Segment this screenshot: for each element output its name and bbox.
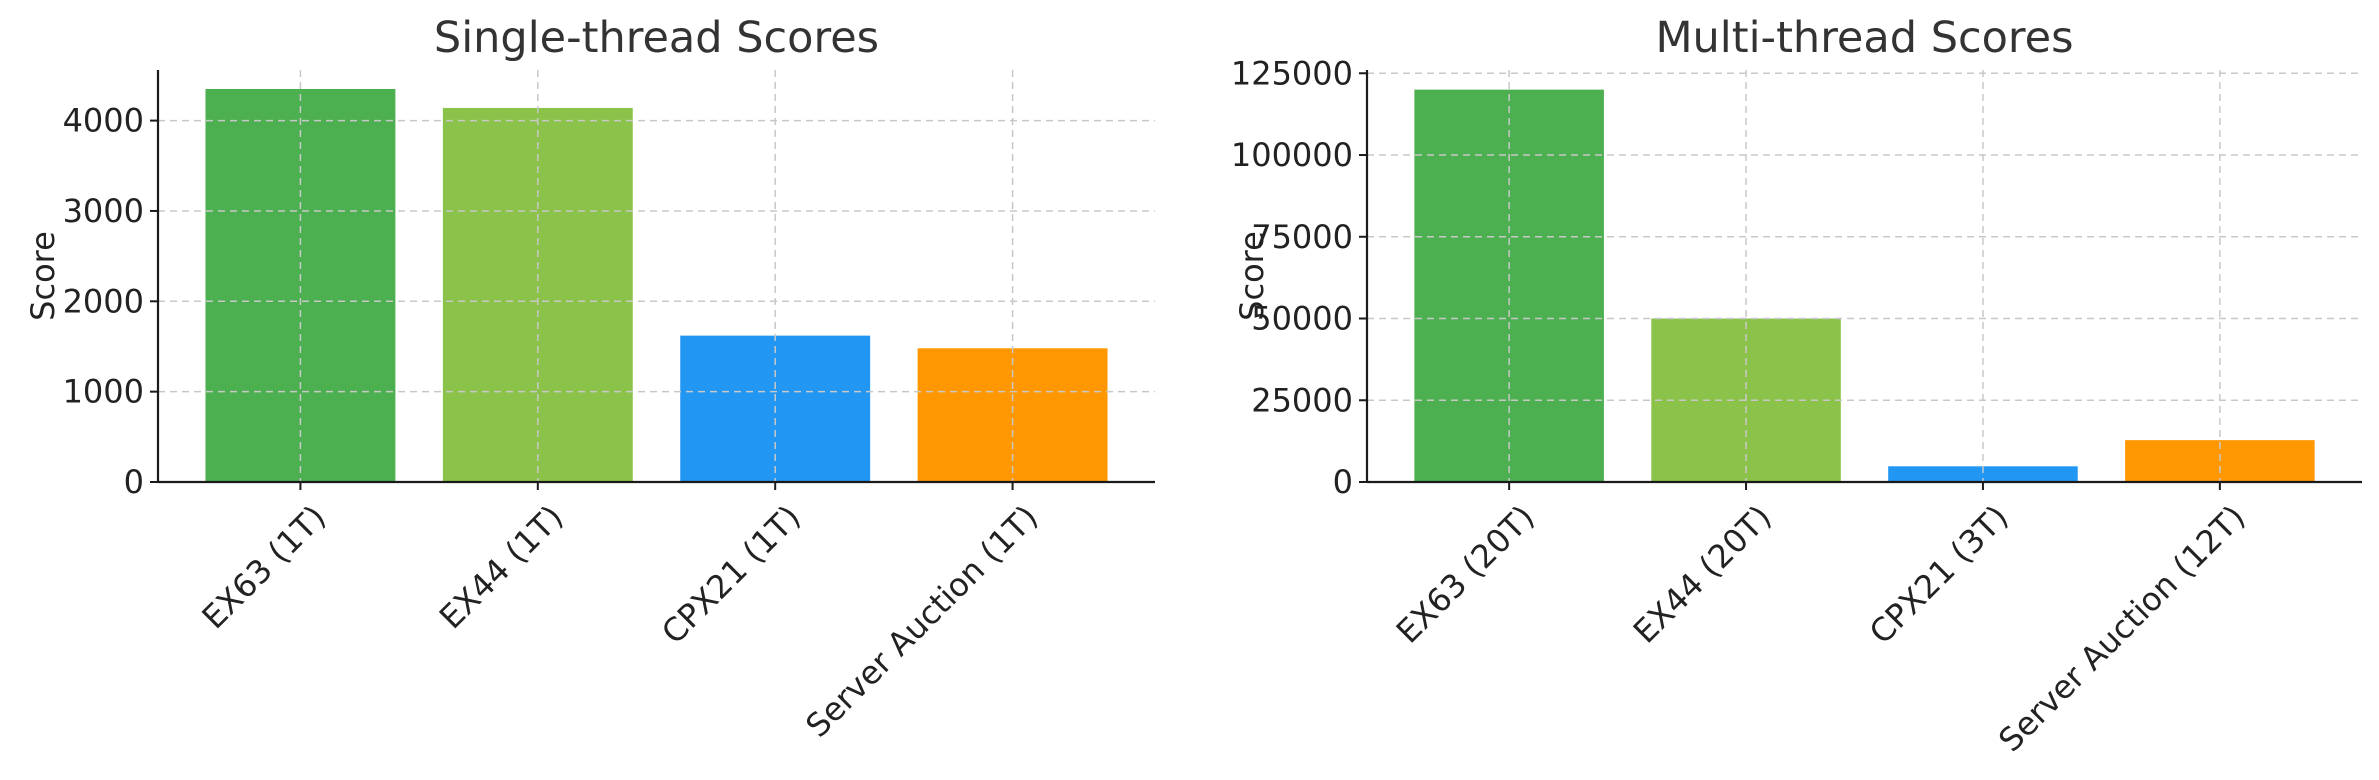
- y-tick-label: 3000: [63, 192, 144, 230]
- x-tick-label: Server Auction (1T): [798, 498, 1045, 745]
- x-tick-label: CPX21 (3T): [1862, 498, 2016, 652]
- y-tick-label: 0: [124, 463, 144, 501]
- grid: [1367, 70, 2362, 483]
- y-tick-label: 2000: [63, 282, 144, 320]
- y-tick-label: 4000: [63, 102, 144, 140]
- multi-thread-chart: Multi-thread Scores Score 0 25000 50000 750…: [1231, 13, 2362, 759]
- single-thread-chart: Single-thread Scores Score 0 1000 2000 3000…: [24, 13, 1155, 745]
- y-tick-label: 50000: [1251, 300, 1353, 338]
- bars: [205, 88, 1108, 483]
- bars: [1414, 89, 2315, 482]
- bar: [442, 107, 633, 483]
- x-tick-label: Server Auction (12T): [1991, 498, 2252, 759]
- bar: [917, 348, 1108, 482]
- x-tick-label: EX44 (1T): [432, 498, 571, 637]
- y-tick-label: 75000: [1251, 218, 1353, 256]
- y-tick-label: 25000: [1251, 381, 1353, 419]
- chart-title: Multi-thread Scores: [1655, 13, 2073, 63]
- x-tick-label: EX63 (1T): [195, 498, 334, 637]
- chart-title: Single-thread Scores: [434, 13, 879, 63]
- y-tick-label: 125000: [1231, 54, 1353, 92]
- y-tick-label: 0: [1333, 463, 1353, 501]
- x-tick-label: CPX21 (1T): [654, 498, 808, 652]
- x-tick-label: EX63 (20T): [1389, 498, 1542, 651]
- bar: [1888, 466, 2078, 482]
- y-axis-label: Score: [24, 231, 62, 321]
- x-tick-label: EX44 (20T): [1626, 498, 1779, 651]
- y-axis-label: Score: [1233, 231, 1271, 321]
- y-tick-label: 1000: [63, 373, 144, 411]
- y-tick-label: 100000: [1231, 136, 1353, 174]
